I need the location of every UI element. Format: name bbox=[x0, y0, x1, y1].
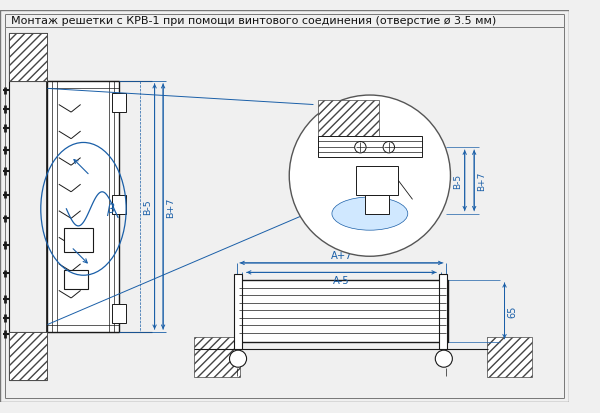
Text: B+7: B+7 bbox=[166, 197, 175, 217]
Bar bbox=[64, 228, 93, 252]
Bar bbox=[112, 94, 126, 113]
Bar bbox=[112, 304, 126, 323]
Bar bbox=[64, 271, 88, 290]
Circle shape bbox=[230, 350, 247, 367]
Bar bbox=[237, 280, 448, 342]
Bar bbox=[317, 100, 379, 136]
Bar bbox=[47, 82, 119, 332]
Text: B+7: B+7 bbox=[477, 171, 486, 191]
Circle shape bbox=[355, 142, 366, 154]
Bar bbox=[487, 337, 532, 377]
Bar bbox=[439, 275, 446, 349]
Circle shape bbox=[383, 142, 395, 154]
Bar bbox=[317, 136, 422, 157]
Text: 65: 65 bbox=[508, 305, 517, 317]
Circle shape bbox=[289, 96, 451, 256]
Text: β: β bbox=[106, 203, 114, 216]
Text: A+7: A+7 bbox=[331, 250, 352, 261]
Bar bbox=[365, 195, 389, 214]
Bar bbox=[234, 275, 242, 349]
Bar bbox=[356, 167, 398, 195]
Bar bbox=[112, 195, 126, 214]
Bar bbox=[10, 34, 47, 82]
Text: B-5: B-5 bbox=[143, 199, 152, 215]
Text: B-5: B-5 bbox=[453, 173, 462, 188]
Text: A-5: A-5 bbox=[333, 275, 350, 285]
Ellipse shape bbox=[332, 197, 408, 230]
Text: Монтаж решетки с КРВ-1 при помощи винтового соединения (отверстие ø 3.5 мм): Монтаж решетки с КРВ-1 при помощи винтов… bbox=[11, 16, 497, 26]
Bar bbox=[10, 332, 47, 380]
Bar bbox=[194, 337, 240, 377]
Circle shape bbox=[435, 350, 452, 367]
